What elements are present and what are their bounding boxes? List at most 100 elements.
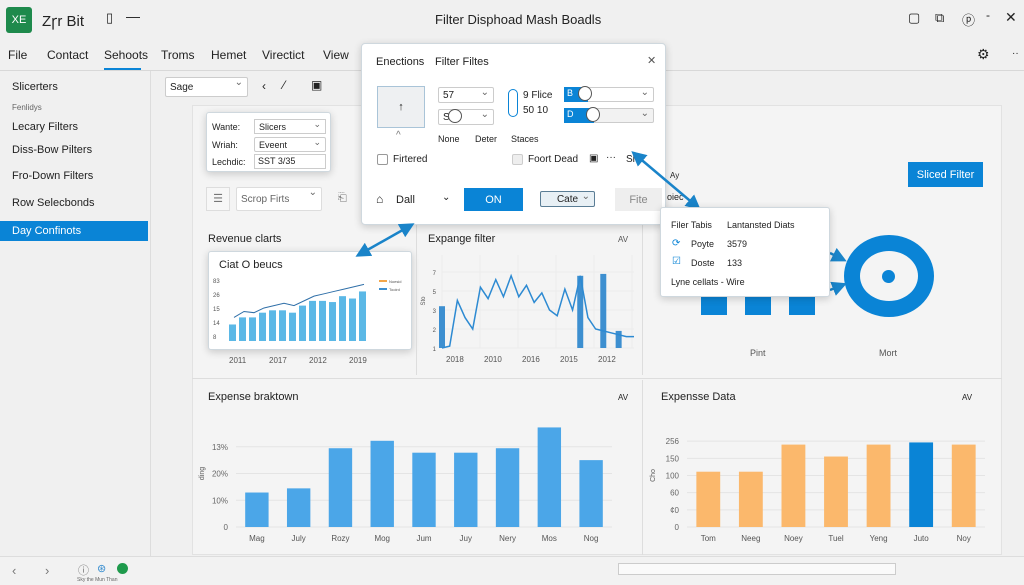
- back-icon[interactable]: ‹: [262, 79, 266, 93]
- tooltip-footer: Lyne cellats - Wire: [671, 277, 745, 287]
- scrop-select[interactable]: Scrop Firts: [236, 187, 322, 211]
- sliced-filter-button[interactable]: Sliced Filter: [908, 162, 983, 187]
- toggle-label: 50 10: [523, 105, 549, 116]
- format-icon[interactable]: ▣: [311, 78, 323, 92]
- home-label: Dall: [396, 194, 415, 206]
- label-mort: Mort: [879, 348, 897, 358]
- sidebar-item-fro-down[interactable]: Fro-Down Filters: [12, 170, 94, 182]
- tooltip-header: Lantansted Diats: [727, 220, 795, 230]
- x-tick-label: 2012: [598, 355, 616, 364]
- x-tick-label: Mos: [542, 534, 557, 543]
- x-tick-label: 2019: [349, 356, 367, 365]
- menu-virectict[interactable]: Virectict: [262, 48, 305, 62]
- tab-filter-filtes[interactable]: Filter Filtes: [435, 56, 489, 68]
- pen-icon[interactable]: ⁄: [283, 78, 286, 92]
- field-icon[interactable]: ▣: [589, 153, 599, 164]
- bar: [579, 460, 603, 527]
- fite-button[interactable]: Fite: [615, 188, 662, 211]
- lechdic-field[interactable]: SST 3/35: [254, 154, 326, 169]
- menu-troms[interactable]: Troms: [161, 48, 195, 62]
- bar: [495, 448, 520, 527]
- bar: [359, 291, 366, 341]
- series-line: [441, 273, 634, 349]
- cate-select[interactable]: Cate: [540, 191, 595, 207]
- network-icon[interactable]: ⊛: [97, 563, 107, 575]
- revenue-chart-card: Ciat O beucs 8 14 15 26 83 Noesid Tooird: [208, 251, 412, 350]
- bar: [738, 471, 763, 527]
- menu-file[interactable]: File: [8, 48, 28, 62]
- x-tick-label: Neeg: [741, 534, 760, 543]
- horizontal-scrollbar[interactable]: [618, 563, 896, 575]
- sidebar-item-slicerters[interactable]: Slicerters: [12, 81, 58, 93]
- chevron-down-icon[interactable]: ⌄: [442, 192, 451, 203]
- y-tick-label: 20%: [212, 470, 228, 479]
- tooltip-value: 133: [727, 258, 743, 268]
- peek-label: oiec: [667, 192, 684, 202]
- sort-up-button[interactable]: ↑: [377, 86, 425, 128]
- sage-select[interactable]: Sage: [165, 77, 248, 97]
- expense-breakdown-chart: 0 10% 20% 13% ding Mag July Rozy Mog Jum Juy Nery Mo…: [199, 427, 612, 543]
- bar: [537, 427, 562, 527]
- bar: [454, 452, 478, 527]
- close-icon[interactable]: ✕: [1005, 9, 1017, 25]
- menu-hemet[interactable]: Hemet: [211, 48, 247, 62]
- info-icon[interactable]: ⓘ: [78, 565, 89, 577]
- next-icon[interactable]: ›: [45, 563, 50, 578]
- more-icon[interactable]: ··: [1012, 48, 1019, 59]
- donut-center: [882, 270, 895, 283]
- doc-icon[interactable]: ▯: [106, 10, 114, 25]
- slider-knob[interactable]: [448, 109, 462, 123]
- restore-icon[interactable]: ▢: [908, 10, 921, 25]
- sidebar-item-row[interactable]: Row Selecbonds: [12, 197, 95, 209]
- minimize-icon[interactable]: -: [986, 8, 990, 22]
- sidebar-item-day-confinots[interactable]: Day Confinots: [0, 221, 148, 241]
- name-field[interactable]: Slicers: [254, 119, 326, 134]
- toggle-label: 9 Flice: [523, 90, 553, 101]
- foort-dead-checkbox[interactable]: [512, 154, 523, 165]
- minimize-ribbon-icon[interactable]: —: [126, 8, 140, 24]
- sel-57[interactable]: 57: [438, 87, 494, 103]
- on-button[interactable]: ON: [464, 188, 523, 211]
- bar: [229, 324, 236, 341]
- x-tick-label: 2011: [229, 356, 247, 365]
- panel-divider: [416, 225, 417, 375]
- y-tick-label: 150: [666, 454, 680, 463]
- chevron-up-icon[interactable]: ^: [396, 130, 401, 141]
- width-select[interactable]: Eveent: [254, 137, 326, 152]
- y-tick-label: 26: [213, 293, 220, 299]
- menu-view[interactable]: View: [323, 48, 349, 62]
- prev-icon[interactable]: ‹: [12, 563, 17, 578]
- tab-enections[interactable]: Enections: [376, 56, 425, 68]
- y-tick-label: 0: [675, 523, 680, 532]
- y-tick-label: 13%: [212, 443, 228, 452]
- filtered-checkbox[interactable]: [377, 154, 388, 165]
- sel-s[interactable]: S: [438, 109, 494, 125]
- dialog-close-icon[interactable]: ✕: [647, 55, 657, 67]
- sidebar-item-lecary[interactable]: Lecary Filters: [12, 121, 79, 133]
- y-tick-label: 83: [213, 279, 220, 285]
- settings-icon[interactable]: ⚙: [977, 46, 990, 62]
- x-tick-label: Rozy: [331, 534, 349, 543]
- status-ok-icon[interactable]: [117, 563, 128, 574]
- toggle-pill[interactable]: [508, 89, 518, 117]
- clipboard-icon[interactable]: ⎗: [338, 192, 347, 204]
- home-icon[interactable]: ⌂: [376, 192, 384, 206]
- x-tick-label: Noey: [784, 534, 803, 543]
- menu-contact[interactable]: Contact: [47, 48, 89, 62]
- sidebar-item-diss-bow[interactable]: Diss-Bow Pilters: [12, 144, 93, 156]
- share-icon[interactable]: ⧉: [935, 10, 945, 25]
- bar: [866, 444, 891, 527]
- menu-sehoots[interactable]: Sehoots: [104, 48, 149, 62]
- panel-divider: [642, 380, 643, 555]
- x-tick-label: 2010: [484, 355, 502, 364]
- x-tick-label: 2015: [560, 355, 578, 364]
- peek-label: Ay: [670, 171, 680, 180]
- list-icon[interactable]: ☰: [206, 187, 230, 211]
- bar: [951, 444, 976, 527]
- switch-knob[interactable]: [586, 107, 600, 122]
- refresh-icon: ⟳: [672, 238, 681, 249]
- revenue-chart-subtitle: Ciat O beucs: [219, 259, 283, 271]
- ellipsis-icon[interactable]: ···: [606, 152, 616, 163]
- switch-knob[interactable]: [578, 86, 592, 101]
- help-icon[interactable]: ⓟ: [962, 13, 976, 28]
